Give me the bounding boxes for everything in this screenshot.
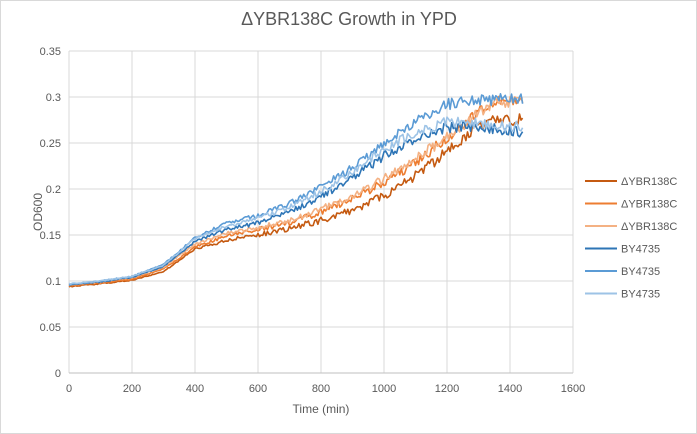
x-tick-label: 800 [312, 383, 330, 395]
x-tick-label: 200 [123, 383, 141, 395]
y-axis-label: OD600 [31, 193, 45, 231]
grid-lines [68, 50, 574, 374]
x-tick-label: 400 [186, 383, 204, 395]
legend-label: ΔYBR138C [621, 199, 677, 211]
x-tick-label: 1200 [435, 383, 459, 395]
series-lines [68, 93, 524, 288]
x-tick-label: 600 [249, 383, 267, 395]
x-tick-label: 1000 [372, 383, 396, 395]
y-tick-label: 0.15 [40, 230, 61, 242]
series-line [68, 113, 524, 288]
x-axis-label: Time (min) [293, 402, 350, 416]
legend-label: ΔYBR138C [621, 176, 677, 188]
x-tick-label: 1600 [561, 383, 585, 395]
legend-label: BY4735 [621, 266, 660, 278]
legend-label: BY4735 [621, 289, 660, 301]
y-tick-label: 0.05 [40, 322, 61, 334]
series-line [68, 96, 524, 286]
legend-label: BY4735 [621, 244, 660, 256]
axes: 0 200 400 600 800 1000 1200 1400 1600 0 0.05 0.1 0.1… [40, 46, 586, 395]
y-tick-label: 0 [55, 368, 61, 380]
x-tick-label: 0 [66, 383, 72, 395]
y-tick-label: 0.25 [40, 138, 61, 150]
y-tick-label: 0.3 [46, 92, 61, 104]
series-line [68, 116, 524, 285]
chart-title: ΔYBR138C Growth in YPD [241, 9, 457, 29]
y-tick-label: 0.35 [40, 46, 61, 58]
legend-label: ΔYBR138C [621, 221, 677, 233]
y-tick-label: 0.2 [46, 184, 61, 196]
legend: ΔYBR138C ΔYBR138C ΔYBR138C BY4735 BY4735 BY47… [585, 176, 677, 301]
series-line [68, 95, 524, 287]
x-tick-label: 1400 [498, 383, 522, 395]
y-tick-label: 0.1 [46, 276, 61, 288]
